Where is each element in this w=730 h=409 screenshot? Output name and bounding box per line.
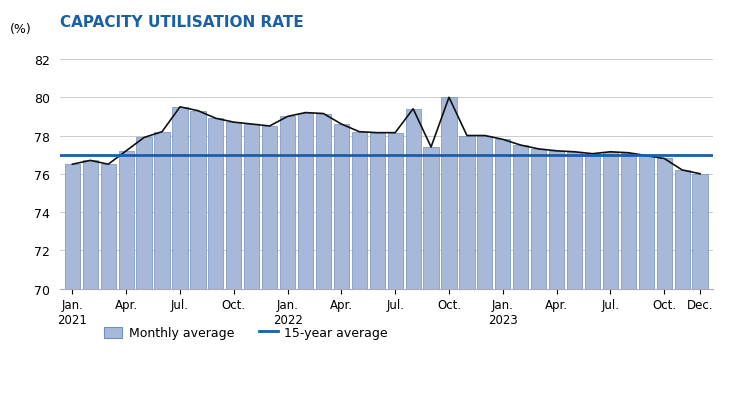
Bar xyxy=(101,165,116,289)
Bar xyxy=(459,136,475,289)
Bar xyxy=(585,154,600,289)
Bar xyxy=(442,98,457,289)
Bar xyxy=(675,171,690,289)
Bar xyxy=(656,159,672,289)
Bar xyxy=(262,127,277,289)
Bar xyxy=(334,125,349,289)
Bar xyxy=(388,133,403,289)
Bar xyxy=(118,151,134,289)
Bar xyxy=(298,113,313,289)
Bar xyxy=(137,138,152,289)
Bar xyxy=(191,111,206,289)
Bar xyxy=(531,150,546,289)
Bar xyxy=(369,133,385,289)
Legend: Monthly average, 15-year average: Monthly average, 15-year average xyxy=(99,321,393,345)
Bar xyxy=(423,148,439,289)
Bar xyxy=(172,108,188,289)
Bar xyxy=(567,153,582,289)
Bar xyxy=(549,151,564,289)
Bar xyxy=(477,136,493,289)
Bar xyxy=(208,119,223,289)
Bar xyxy=(82,161,98,289)
Bar xyxy=(155,133,169,289)
Bar xyxy=(603,153,618,289)
Bar xyxy=(513,146,529,289)
Bar xyxy=(639,156,654,289)
Bar xyxy=(226,123,242,289)
Bar xyxy=(316,114,331,289)
Text: CAPACITY UTILISATION RATE: CAPACITY UTILISATION RATE xyxy=(60,15,304,30)
Bar xyxy=(65,165,80,289)
Bar xyxy=(620,153,636,289)
Bar xyxy=(280,117,295,289)
Bar xyxy=(495,140,510,289)
Y-axis label: (%): (%) xyxy=(9,23,31,36)
Bar xyxy=(405,110,420,289)
Bar xyxy=(244,125,259,289)
Bar xyxy=(693,174,707,289)
Bar xyxy=(352,133,367,289)
